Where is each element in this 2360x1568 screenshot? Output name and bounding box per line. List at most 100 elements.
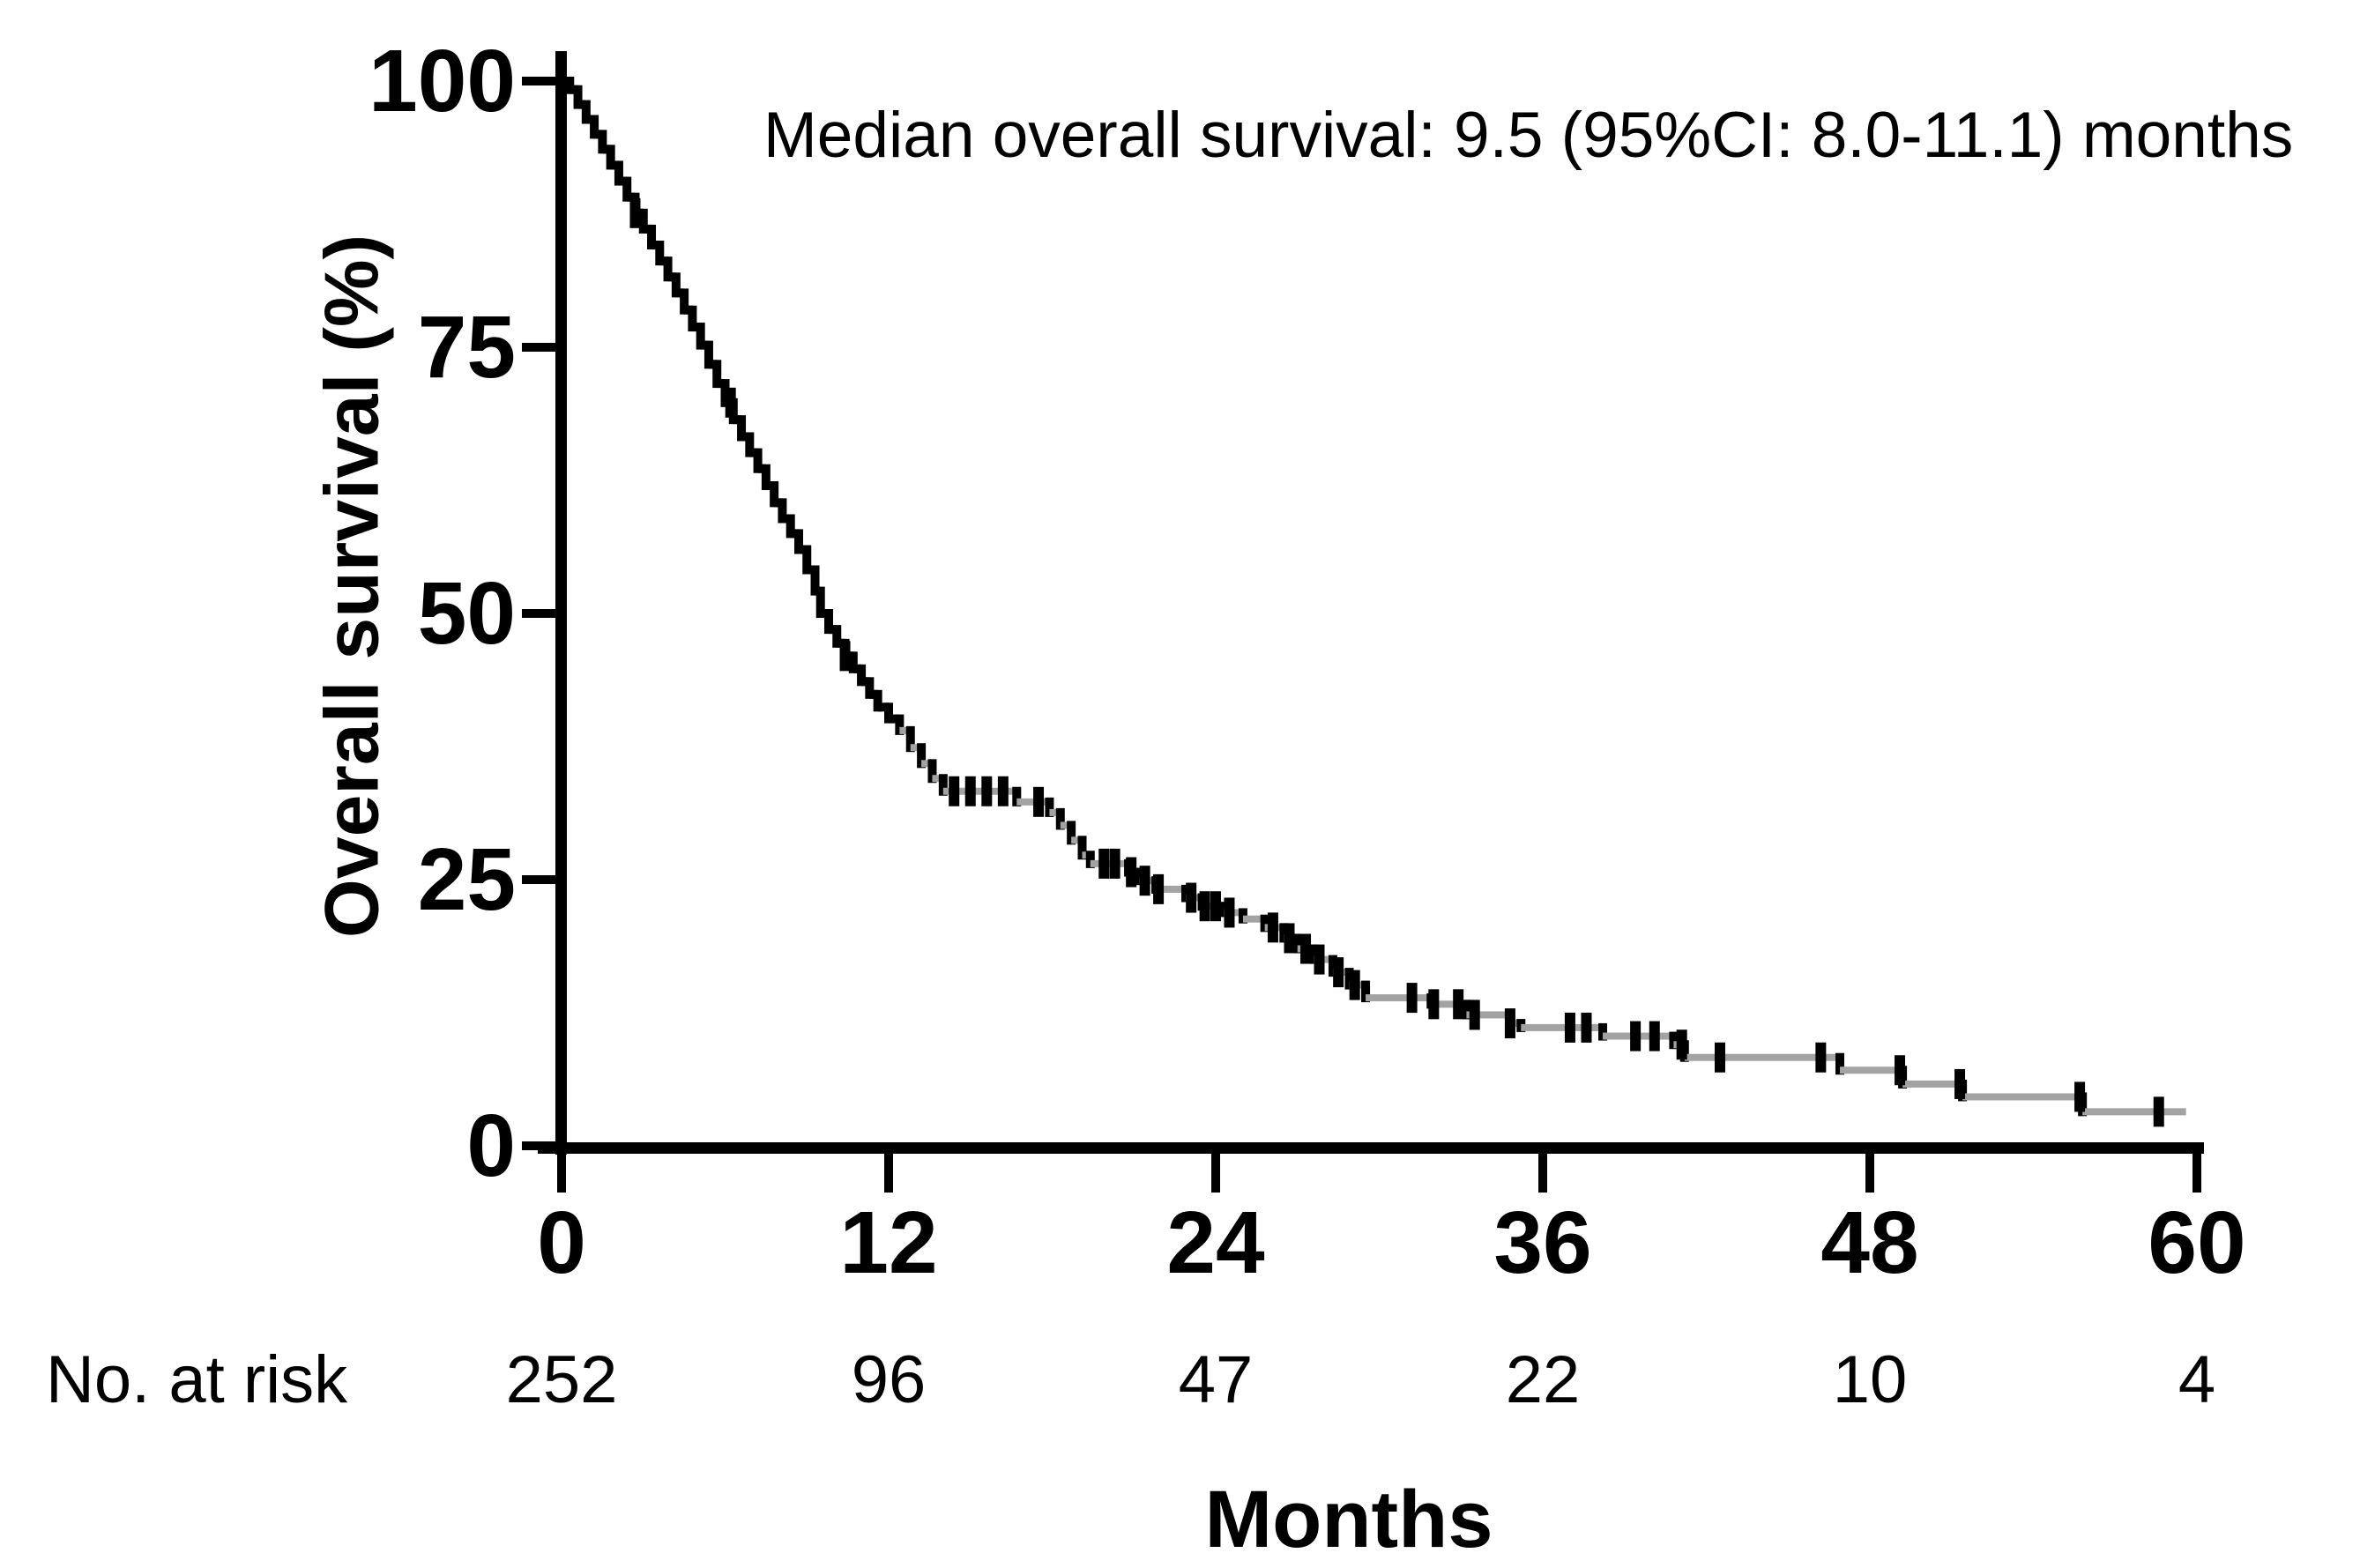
km-step-drop (573, 85, 583, 109)
x-tick-24 (1211, 1154, 1221, 1193)
censor-tick (1333, 957, 1344, 988)
km-step-drop (614, 160, 623, 186)
km-step-drop (1260, 914, 1269, 933)
censor-tick (2153, 1096, 2164, 1127)
km-plateau-segment (1509, 1020, 1522, 1028)
censor-tick (1126, 857, 1137, 888)
km-step-drop (606, 145, 615, 170)
km-step-drop (638, 208, 648, 234)
censor-tick (1954, 1068, 1966, 1099)
censor-tick (997, 776, 1009, 806)
censor-tick (981, 776, 993, 806)
km-step-drop (1309, 944, 1319, 964)
censor-tick (1815, 1042, 1827, 1073)
censor-tick (1714, 1042, 1725, 1073)
censor-tick (1098, 848, 1110, 879)
x-tick-12 (884, 1154, 894, 1193)
km-plateau-segment (932, 775, 943, 783)
censor-tick (1895, 1055, 1906, 1086)
km-step-drop (884, 702, 894, 724)
censor-tick (1210, 891, 1222, 922)
y-tick-50 (522, 609, 562, 618)
x-tick-label-48: 48 (1820, 1193, 1919, 1292)
censor-tick (1267, 912, 1278, 943)
km-step-drop (857, 664, 867, 687)
km-plateau-segment (1902, 1080, 1963, 1088)
km-step-drop (785, 514, 795, 539)
km-step-drop (761, 464, 771, 491)
censor-tick (1453, 989, 1464, 1020)
km-plateau-segment (889, 714, 900, 724)
km-step-drop (688, 305, 697, 332)
x-tick-label-36: 36 (1493, 1193, 1592, 1292)
km-plateau-segment (921, 760, 933, 768)
risk-count-month-48: 10 (1832, 1342, 1908, 1417)
km-plateau-segment (1684, 1053, 1841, 1061)
km-plateau-segment (1049, 808, 1061, 816)
km-plateau-segment (1466, 1011, 1510, 1019)
km-plateau-segment (899, 726, 911, 734)
km-plateau-segment (1090, 859, 1129, 867)
km-step-drop (905, 725, 915, 753)
km-step-drop (581, 100, 591, 124)
km-step-drop (671, 272, 681, 298)
km-step-drop (823, 609, 833, 635)
km-plateau-segment (1155, 885, 1186, 893)
risk-count-month-60: 4 (2178, 1342, 2216, 1417)
km-step-drop (1361, 980, 1371, 1003)
km-plateau-segment (1242, 915, 1265, 923)
km-plateau-segment (1366, 994, 1432, 1002)
y-tick-25 (522, 875, 562, 884)
y-tick-100 (522, 77, 562, 85)
y-tick-label-75: 75 (417, 298, 516, 397)
km-step-drop (663, 256, 673, 282)
censor-tick (1630, 1021, 1642, 1052)
km-step-drop (1180, 884, 1190, 903)
km-step-drop (1045, 797, 1054, 817)
km-step-drop (647, 224, 657, 250)
censor-tick (1109, 848, 1120, 879)
censor-tick (1033, 786, 1045, 817)
censor-tick (1199, 891, 1210, 922)
km-step-drop (1328, 955, 1337, 977)
km-step-drop (598, 130, 607, 154)
x-axis-line (538, 1142, 2204, 1154)
km-step-drop (737, 415, 747, 442)
risk-count-month-0: 252 (505, 1342, 618, 1417)
km-step-drop (895, 714, 905, 735)
censor-tick (949, 776, 960, 806)
km-plateau-segment (1840, 1066, 1903, 1074)
km-step-drop (778, 498, 787, 524)
km-step-drop (770, 481, 779, 508)
y-tick-label-25: 25 (417, 830, 516, 929)
censor-tick (1314, 944, 1325, 975)
censor-tick (1649, 1021, 1660, 1052)
km-step-drop (1135, 867, 1144, 886)
censor-tick (1349, 970, 1360, 1000)
x-tick-label-24: 24 (1166, 1193, 1265, 1292)
y-tick-label-0: 0 (466, 1096, 516, 1195)
censor-tick (1428, 989, 1440, 1020)
y-tick-label-50: 50 (417, 564, 516, 663)
censor-tick (964, 776, 976, 806)
censor-tick (1504, 1008, 1515, 1039)
km-step-drop (927, 759, 937, 784)
y-tick-label-100: 100 (369, 32, 516, 130)
censor-tick (839, 641, 851, 672)
km-step-drop (590, 115, 599, 139)
km-plateau-segment (1016, 798, 1050, 806)
median-survival-annotation: Median overall survival: 9.5 (95%CI: 8.0… (763, 100, 2294, 171)
km-step-drop (1344, 968, 1354, 990)
x-tick-0 (557, 1154, 566, 1193)
risk-count-month-24: 47 (1178, 1342, 1254, 1417)
km-plateau-segment (2082, 1108, 2186, 1116)
km-plateau-segment (910, 744, 922, 752)
km-step-drop (712, 360, 722, 389)
km-step-drop (1279, 923, 1289, 943)
km-step-drop (655, 241, 665, 266)
y-tick-75 (522, 343, 562, 352)
censor-tick (1139, 866, 1150, 896)
km-step-drop (1077, 836, 1087, 860)
